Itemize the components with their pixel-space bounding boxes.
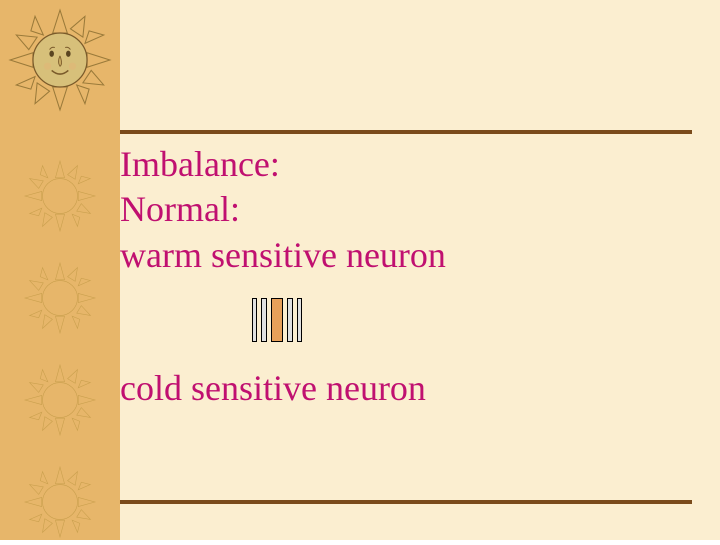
bar-segment (271, 298, 283, 342)
line-warm: warm sensitive neuron (120, 233, 700, 278)
bar-graphic (252, 298, 700, 342)
sun-silhouette-icon-1 (22, 158, 98, 234)
line-normal: Normal: (120, 187, 700, 232)
main-area: Imbalance: Normal: warm sensitive neuron… (120, 0, 720, 540)
bar-segment (287, 298, 293, 342)
line-imbalance: Imbalance: (120, 142, 700, 187)
bar-segment (252, 298, 257, 342)
sun-silhouette-icon-2 (22, 260, 98, 336)
bottom-rule (120, 500, 692, 504)
line-cold: cold sensitive neuron (120, 366, 700, 411)
bar-segment (261, 298, 267, 342)
bar-segment (297, 298, 302, 342)
sun-face-icon (8, 8, 112, 112)
content-block: Imbalance: Normal: warm sensitive neuron… (120, 142, 700, 411)
sun-silhouette-icon-4 (22, 464, 98, 540)
top-rule (120, 130, 692, 134)
slide: Imbalance: Normal: warm sensitive neuron… (0, 0, 720, 540)
sun-silhouette-icon-3 (22, 362, 98, 438)
sidebar (0, 0, 120, 540)
